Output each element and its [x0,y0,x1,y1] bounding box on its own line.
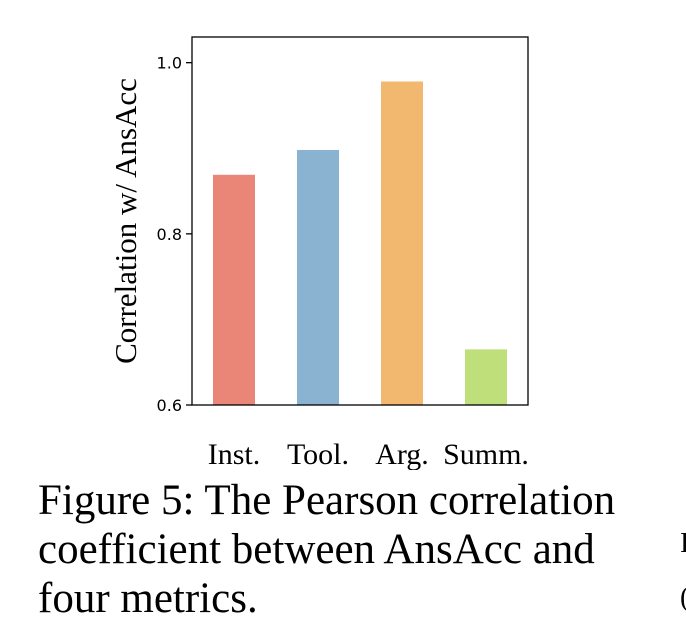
bar-tool [297,149,339,405]
bar-arg [381,81,423,406]
plot-frame [191,36,529,406]
x-tick-label-arg: Arg. [375,438,429,470]
y-tick-label: 0.8 [157,225,182,244]
edge-glyph-2: ( [680,582,686,614]
figure-caption: Figure 5: The Pearson correlation coeffi… [38,477,616,622]
x-tick-label-tool: Tool. [287,438,349,470]
y-axis-label: Correlation w/ AnsAcc [108,78,143,364]
x-axis-labels: Inst. Tool. Arg. Summ. [208,438,529,470]
bar-summ [465,349,507,405]
edge-glyph-1: I [680,528,686,559]
y-axis-ticks: 0.6 0.8 1.0 [157,54,192,415]
bar-chart: 0.6 0.8 1.0 Inst. Tool. Arg. Summ. Correlatio… [108,36,529,470]
bars-group [213,81,507,406]
y-tick-label: 0.6 [157,396,182,415]
y-tick-label: 1.0 [157,54,182,73]
x-tick-label-summ: Summ. [443,438,529,470]
bar-inst [213,174,255,405]
x-tick-label-inst: Inst. [208,438,261,470]
